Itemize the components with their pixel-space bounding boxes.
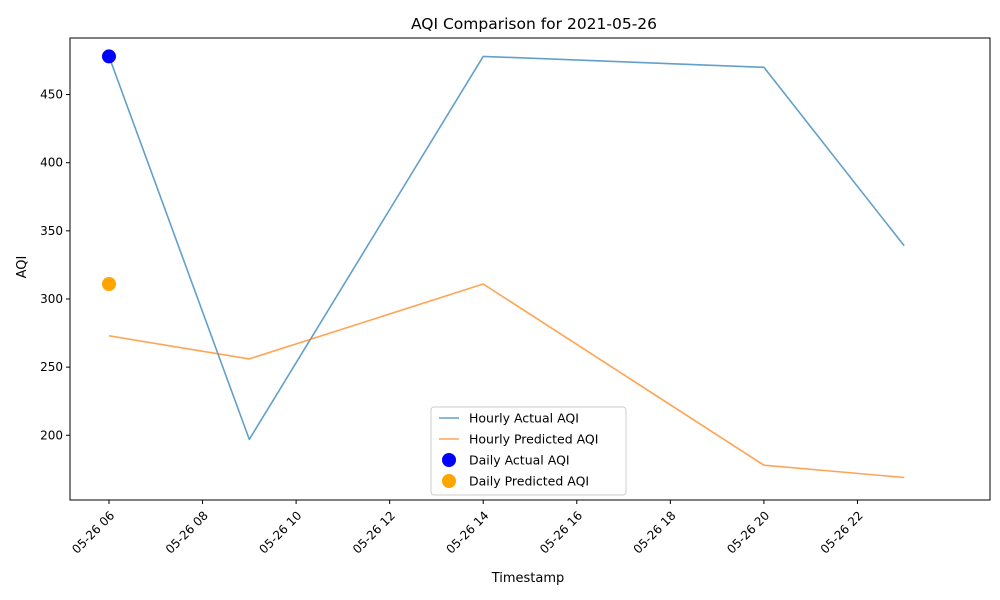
legend-swatch — [442, 474, 456, 488]
legend: Hourly Actual AQI Hourly Predicted AQI Dai… — [430, 406, 627, 496]
legend-label: Hourly Predicted AQI — [469, 432, 598, 447]
series-point-2 — [101, 49, 116, 64]
series-layer — [101, 49, 905, 479]
y-tick-label: 400 — [40, 156, 63, 170]
legend-label: Hourly Actual AQI — [469, 411, 579, 426]
y-tick-label: 300 — [40, 292, 63, 306]
y-axis-label: AQI — [15, 256, 30, 279]
legend-swatch — [442, 453, 456, 467]
y-tick-label: 250 — [40, 360, 63, 374]
y-axis: 200 250 300 350 400 450 — [40, 88, 70, 442]
y-tick-label: 200 — [40, 428, 63, 442]
series-line-1 — [108, 283, 905, 479]
legend-box — [430, 406, 627, 496]
series-point-3 — [101, 276, 116, 291]
plot-area — [69, 37, 991, 501]
y-tick-label: 450 — [40, 88, 63, 102]
plot-frame — [69, 37, 991, 501]
x-axis-label: Timestamp — [491, 571, 565, 586]
legend-label: Daily Actual AQI — [469, 453, 570, 468]
legend-label: Daily Predicted AQI — [469, 474, 589, 489]
series-line-0 — [108, 55, 905, 441]
chart-title: AQI Comparison for 2021-05-26 — [411, 15, 657, 33]
y-tick-label: 350 — [40, 224, 63, 238]
